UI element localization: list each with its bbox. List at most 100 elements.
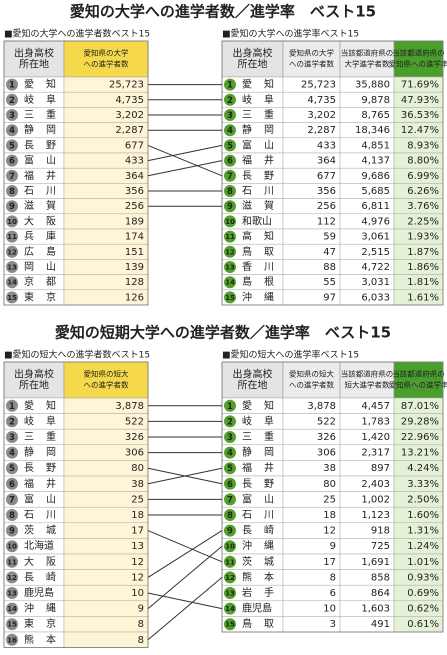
table-caption: ■愛知の短大への進学者数ベスト15 [4,349,150,361]
header-text: 当該都道府県の [392,369,445,379]
rank-number: 9 [227,202,233,212]
cell-value: 897 [371,463,390,474]
rank-number: 16 [7,636,17,644]
cell-value: 25,723 [301,80,336,91]
cell-value: 13.21% [401,448,439,459]
header-text: 短大進学者数 [345,380,390,390]
rank-number: 3 [9,433,15,443]
cell-value: 88 [323,262,336,273]
cell-value: 47.93% [401,95,439,106]
header-text: 愛知県への進学率 [389,380,447,390]
cell-value: 433 [125,156,144,167]
rank-badge [6,124,18,137]
cell-value: 858 [371,572,390,583]
cell-value: 2.50% [407,494,439,505]
cell-value: 364 [125,171,144,182]
cell-value: 356 [125,186,144,197]
cell-value: 38 [323,463,336,474]
header-text: 所在地 [19,58,49,71]
cell-value: 6 [330,588,336,599]
rank-badge [6,602,18,615]
rank-number: 4 [9,449,15,459]
cell-value: 326 [125,432,144,443]
table-caption: ■愛知の短大への進学率ベスト15 [222,349,359,361]
table-border [221,40,444,306]
cell-value: 3,878 [115,401,144,412]
prefecture: 鹿児島 [242,602,272,615]
cell-value: 80 [323,479,336,490]
cell-value: 0.93% [407,572,439,583]
cell-value: 38 [131,479,144,490]
rank-badge [6,399,18,412]
rank-badge [6,587,18,599]
rank-number: 4 [227,126,233,136]
rank-badge [224,154,236,167]
rank-number: 2 [9,417,15,427]
header-cell [3,40,65,78]
cell-value: 6,033 [361,292,390,303]
cell-value: 2,403 [361,479,390,490]
cell-value: 1.86% [407,262,439,273]
cell-value: 12.47% [401,125,439,136]
cell-value: 0.61% [407,619,439,630]
rank-number: 13 [225,264,235,272]
cell-value: 2,287 [307,125,336,136]
header-text: 愛知県の短大 [289,369,334,379]
header-text: 出身高校 [14,47,54,60]
rank-badge [6,446,18,459]
rank-badge [6,415,18,428]
cell-value: 0.62% [407,604,439,615]
rank-number: 14 [225,605,235,613]
rank-number: 10 [225,543,235,551]
rank-badge [6,524,18,537]
rank-number: 11 [225,233,235,241]
header-cell [282,361,341,399]
rank-badge [224,93,236,106]
rank-badge [224,477,236,490]
table-caption: ■愛知の大学への進学率ベスト15 [222,28,359,40]
rank-number: 2 [227,96,233,106]
cell-value: 126 [125,292,144,303]
rank-badge [224,78,236,91]
rank-number: 1 [227,402,233,412]
rank-badge [224,587,236,599]
cell-value: 3 [330,619,336,630]
cell-value: 491 [371,619,390,630]
cell-value: 5,685 [361,186,390,197]
header-text: への進学者数 [84,380,129,390]
rank-number: 11 [225,558,235,566]
rank-number: 6 [227,157,233,167]
cell-value: 4,735 [115,95,144,106]
cell-value: 9,878 [361,95,390,106]
cell-value: 2.25% [407,216,439,227]
cell-value: 306 [125,448,144,459]
rank-number: 10 [7,543,17,551]
cell-value: 1,691 [361,557,390,568]
cell-value: 8 [330,572,336,583]
rank-badge [6,154,18,167]
table-border [3,361,149,649]
connector [147,160,223,177]
cell-value: 1.31% [407,526,439,537]
cell-value: 9 [138,604,144,615]
rank-number: 2 [227,417,233,427]
cell-value: 918 [371,526,390,537]
cell-value: 6,811 [361,201,390,212]
rank-badge [6,245,18,258]
rank-badge [6,276,18,289]
header-text: 出身高校 [233,47,273,60]
cell-value: 10 [323,604,336,615]
cell-value: 1,420 [361,432,390,443]
rank-number: 12 [225,574,235,582]
cell-value: 29.28% [401,416,439,427]
rank-badge [6,93,18,106]
rank-badge [6,291,18,304]
rank-number: 14 [7,279,17,287]
cell-value: 8.93% [407,140,439,151]
cell-value: 87.01% [401,401,439,412]
rank-badge [6,109,18,121]
rank-badge [224,602,236,615]
cell-value: 9 [330,541,336,552]
header-text: 当該都道府県の [341,369,394,379]
rank-badge [224,431,236,443]
